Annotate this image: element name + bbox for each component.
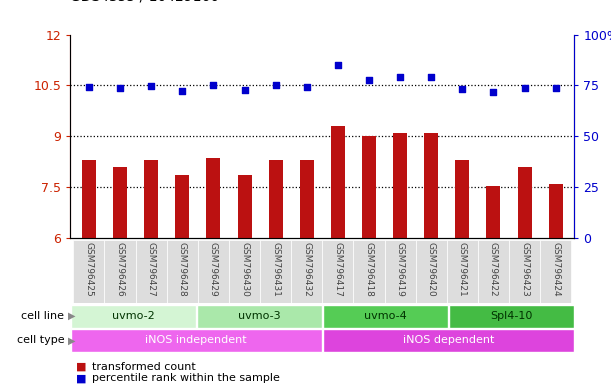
Text: uvmo-4: uvmo-4 xyxy=(364,311,407,321)
Bar xyxy=(175,175,189,238)
Text: cell line: cell line xyxy=(21,311,64,321)
Bar xyxy=(238,175,252,238)
Text: GSM796427: GSM796427 xyxy=(147,242,156,297)
Text: GSM796425: GSM796425 xyxy=(84,242,93,297)
Text: GSM796431: GSM796431 xyxy=(271,242,280,297)
Bar xyxy=(323,240,353,303)
Bar xyxy=(260,240,291,303)
Point xyxy=(333,62,343,68)
Text: GSM796421: GSM796421 xyxy=(458,242,467,297)
Bar xyxy=(353,240,384,303)
Point xyxy=(458,86,467,92)
Bar xyxy=(229,240,260,303)
Point xyxy=(551,85,560,91)
Bar xyxy=(478,240,509,303)
Text: percentile rank within the sample: percentile rank within the sample xyxy=(92,373,279,383)
Text: transformed count: transformed count xyxy=(92,362,196,372)
Bar xyxy=(455,160,469,238)
Point xyxy=(489,88,499,94)
Bar xyxy=(331,126,345,238)
Text: GSM796422: GSM796422 xyxy=(489,242,498,296)
Text: iNOS independent: iNOS independent xyxy=(145,335,247,346)
Point xyxy=(426,74,436,80)
Bar xyxy=(167,240,198,303)
Bar xyxy=(447,240,478,303)
Text: cell type: cell type xyxy=(16,335,64,346)
Text: Spl4-10: Spl4-10 xyxy=(490,311,533,321)
Bar xyxy=(540,240,571,303)
Bar xyxy=(197,305,321,328)
Bar xyxy=(486,185,500,238)
Point xyxy=(364,77,374,83)
Text: ▶: ▶ xyxy=(68,335,76,346)
Text: GDS4355 / 10429160: GDS4355 / 10429160 xyxy=(70,0,219,3)
Bar xyxy=(104,240,136,303)
Point xyxy=(520,85,530,91)
Bar xyxy=(362,136,376,238)
Bar xyxy=(113,167,127,238)
Text: iNOS dependent: iNOS dependent xyxy=(403,335,494,346)
Bar xyxy=(415,240,447,303)
Bar xyxy=(291,240,323,303)
Text: ■: ■ xyxy=(76,373,87,383)
Bar xyxy=(300,160,313,238)
Bar xyxy=(207,158,221,238)
Point xyxy=(115,85,125,91)
Point xyxy=(84,84,94,90)
Bar xyxy=(449,305,574,328)
Bar xyxy=(71,329,321,352)
Bar xyxy=(269,160,283,238)
Bar xyxy=(424,133,438,238)
Text: GSM796418: GSM796418 xyxy=(365,242,373,297)
Bar xyxy=(144,160,158,238)
Point xyxy=(271,83,280,89)
Bar xyxy=(71,305,196,328)
Text: GSM796429: GSM796429 xyxy=(209,242,218,297)
Text: GSM796432: GSM796432 xyxy=(302,242,311,297)
Text: GSM796417: GSM796417 xyxy=(334,242,342,297)
Bar xyxy=(136,240,167,303)
Point xyxy=(240,86,249,93)
Bar xyxy=(384,240,415,303)
Bar xyxy=(549,184,563,238)
Bar xyxy=(518,167,532,238)
Point xyxy=(177,88,187,94)
Text: GSM796428: GSM796428 xyxy=(178,242,187,297)
Text: GSM796423: GSM796423 xyxy=(520,242,529,297)
Text: GSM796419: GSM796419 xyxy=(395,242,404,297)
Bar xyxy=(509,240,540,303)
Text: ■: ■ xyxy=(76,362,87,372)
Bar xyxy=(73,240,104,303)
Text: GSM796420: GSM796420 xyxy=(426,242,436,297)
Point xyxy=(146,83,156,89)
Text: GSM796426: GSM796426 xyxy=(115,242,125,297)
Text: GSM796430: GSM796430 xyxy=(240,242,249,297)
Text: GSM796424: GSM796424 xyxy=(551,242,560,296)
Point xyxy=(302,84,312,90)
Bar xyxy=(323,329,574,352)
Text: ▶: ▶ xyxy=(68,311,76,321)
Text: uvmo-3: uvmo-3 xyxy=(238,311,280,321)
Point xyxy=(395,74,405,80)
Point xyxy=(208,83,218,89)
Bar xyxy=(393,133,407,238)
Bar xyxy=(323,305,448,328)
Bar xyxy=(198,240,229,303)
Bar xyxy=(82,160,96,238)
Text: uvmo-2: uvmo-2 xyxy=(112,311,155,321)
